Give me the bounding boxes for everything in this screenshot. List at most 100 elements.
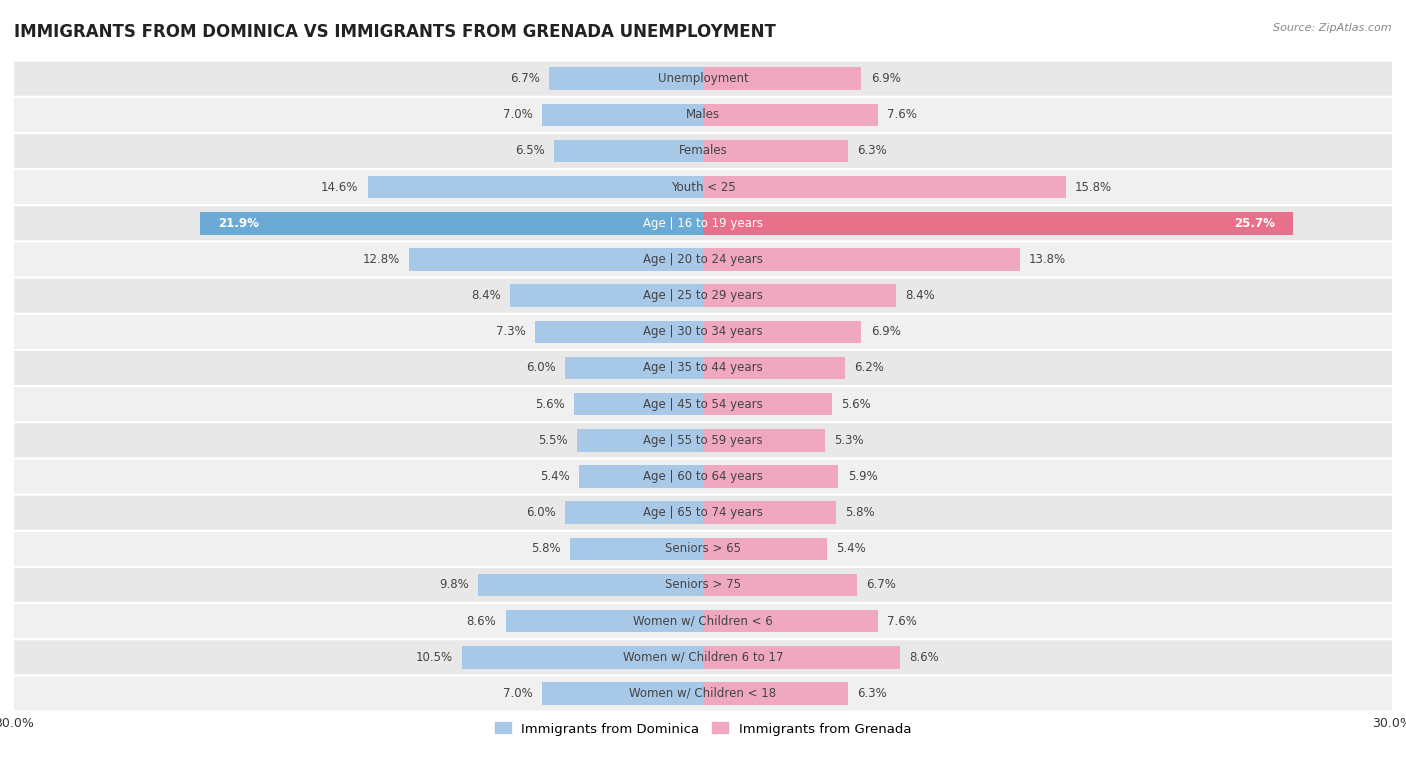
FancyBboxPatch shape bbox=[14, 640, 1392, 674]
Text: 5.9%: 5.9% bbox=[848, 470, 877, 483]
Text: 6.7%: 6.7% bbox=[510, 72, 540, 85]
Text: 9.8%: 9.8% bbox=[439, 578, 468, 591]
FancyBboxPatch shape bbox=[14, 459, 1392, 494]
Text: Women w/ Children < 18: Women w/ Children < 18 bbox=[630, 687, 776, 700]
FancyBboxPatch shape bbox=[14, 207, 1392, 240]
FancyBboxPatch shape bbox=[14, 532, 1392, 565]
FancyBboxPatch shape bbox=[14, 134, 1392, 168]
Text: Females: Females bbox=[679, 145, 727, 157]
Text: 7.3%: 7.3% bbox=[496, 326, 526, 338]
Bar bbox=[703, 393, 831, 416]
Text: 6.0%: 6.0% bbox=[526, 506, 555, 519]
Text: Age | 65 to 74 years: Age | 65 to 74 years bbox=[643, 506, 763, 519]
Legend: Immigrants from Dominica, Immigrants from Grenada: Immigrants from Dominica, Immigrants fro… bbox=[489, 717, 917, 741]
Text: 15.8%: 15.8% bbox=[1076, 181, 1112, 194]
Text: 10.5%: 10.5% bbox=[416, 651, 453, 664]
Text: Age | 55 to 59 years: Age | 55 to 59 years bbox=[643, 434, 763, 447]
Text: Women w/ Children < 6: Women w/ Children < 6 bbox=[633, 615, 773, 628]
Bar bbox=[565, 501, 703, 524]
Bar bbox=[579, 466, 703, 488]
Bar bbox=[703, 429, 825, 451]
Bar bbox=[506, 610, 703, 632]
Text: 21.9%: 21.9% bbox=[218, 217, 259, 230]
FancyBboxPatch shape bbox=[14, 351, 1392, 385]
Text: 6.7%: 6.7% bbox=[866, 578, 896, 591]
Text: 14.6%: 14.6% bbox=[321, 181, 359, 194]
Text: 6.5%: 6.5% bbox=[515, 145, 544, 157]
FancyBboxPatch shape bbox=[14, 61, 1392, 95]
FancyBboxPatch shape bbox=[14, 677, 1392, 711]
FancyBboxPatch shape bbox=[14, 170, 1392, 204]
Text: Age | 16 to 19 years: Age | 16 to 19 years bbox=[643, 217, 763, 230]
Text: Women w/ Children 6 to 17: Women w/ Children 6 to 17 bbox=[623, 651, 783, 664]
FancyBboxPatch shape bbox=[14, 279, 1392, 313]
FancyBboxPatch shape bbox=[14, 315, 1392, 349]
Text: Age | 20 to 24 years: Age | 20 to 24 years bbox=[643, 253, 763, 266]
Text: 7.6%: 7.6% bbox=[887, 615, 917, 628]
Text: 8.4%: 8.4% bbox=[905, 289, 935, 302]
FancyBboxPatch shape bbox=[14, 496, 1392, 530]
Bar bbox=[550, 67, 703, 90]
Bar bbox=[703, 176, 1066, 198]
Bar bbox=[703, 67, 862, 90]
Bar bbox=[576, 429, 703, 451]
Text: 5.5%: 5.5% bbox=[538, 434, 568, 447]
Bar bbox=[703, 357, 845, 379]
Bar bbox=[554, 140, 703, 162]
Text: 5.8%: 5.8% bbox=[845, 506, 875, 519]
Text: 8.6%: 8.6% bbox=[467, 615, 496, 628]
Text: Source: ZipAtlas.com: Source: ZipAtlas.com bbox=[1274, 23, 1392, 33]
Bar bbox=[703, 104, 877, 126]
Bar bbox=[478, 574, 703, 597]
Bar bbox=[565, 357, 703, 379]
Text: 7.0%: 7.0% bbox=[503, 108, 533, 121]
Text: Unemployment: Unemployment bbox=[658, 72, 748, 85]
Bar bbox=[703, 321, 862, 343]
FancyBboxPatch shape bbox=[14, 568, 1392, 602]
Bar bbox=[409, 248, 703, 271]
Text: 6.0%: 6.0% bbox=[526, 362, 555, 375]
Text: 8.4%: 8.4% bbox=[471, 289, 501, 302]
Text: 6.9%: 6.9% bbox=[870, 72, 900, 85]
Text: Youth < 25: Youth < 25 bbox=[671, 181, 735, 194]
Bar bbox=[200, 212, 703, 235]
Text: Age | 45 to 54 years: Age | 45 to 54 years bbox=[643, 397, 763, 410]
Text: 6.2%: 6.2% bbox=[855, 362, 884, 375]
Bar bbox=[703, 501, 837, 524]
Text: Seniors > 75: Seniors > 75 bbox=[665, 578, 741, 591]
Text: 5.8%: 5.8% bbox=[531, 542, 561, 556]
Text: 5.6%: 5.6% bbox=[841, 397, 870, 410]
Bar bbox=[703, 646, 900, 668]
Bar bbox=[461, 646, 703, 668]
Bar bbox=[536, 321, 703, 343]
Bar bbox=[569, 537, 703, 560]
Bar bbox=[543, 104, 703, 126]
Bar bbox=[703, 610, 877, 632]
Text: 5.6%: 5.6% bbox=[536, 397, 565, 410]
Text: 6.3%: 6.3% bbox=[856, 687, 887, 700]
Text: Age | 60 to 64 years: Age | 60 to 64 years bbox=[643, 470, 763, 483]
FancyBboxPatch shape bbox=[14, 423, 1392, 457]
Text: Males: Males bbox=[686, 108, 720, 121]
Text: 8.6%: 8.6% bbox=[910, 651, 939, 664]
Text: 12.8%: 12.8% bbox=[363, 253, 399, 266]
FancyBboxPatch shape bbox=[14, 98, 1392, 132]
Bar bbox=[703, 574, 856, 597]
Text: 7.6%: 7.6% bbox=[887, 108, 917, 121]
Bar bbox=[703, 212, 1294, 235]
Text: 13.8%: 13.8% bbox=[1029, 253, 1066, 266]
Text: 25.7%: 25.7% bbox=[1234, 217, 1275, 230]
Text: 5.4%: 5.4% bbox=[540, 470, 569, 483]
Text: 7.0%: 7.0% bbox=[503, 687, 533, 700]
Bar bbox=[543, 682, 703, 705]
FancyBboxPatch shape bbox=[14, 604, 1392, 638]
Bar bbox=[703, 140, 848, 162]
Text: IMMIGRANTS FROM DOMINICA VS IMMIGRANTS FROM GRENADA UNEMPLOYMENT: IMMIGRANTS FROM DOMINICA VS IMMIGRANTS F… bbox=[14, 23, 776, 41]
Bar bbox=[703, 248, 1019, 271]
Text: 6.9%: 6.9% bbox=[870, 326, 900, 338]
Text: 5.3%: 5.3% bbox=[834, 434, 863, 447]
Bar bbox=[703, 682, 848, 705]
FancyBboxPatch shape bbox=[14, 387, 1392, 421]
Text: Seniors > 65: Seniors > 65 bbox=[665, 542, 741, 556]
Text: 5.4%: 5.4% bbox=[837, 542, 866, 556]
